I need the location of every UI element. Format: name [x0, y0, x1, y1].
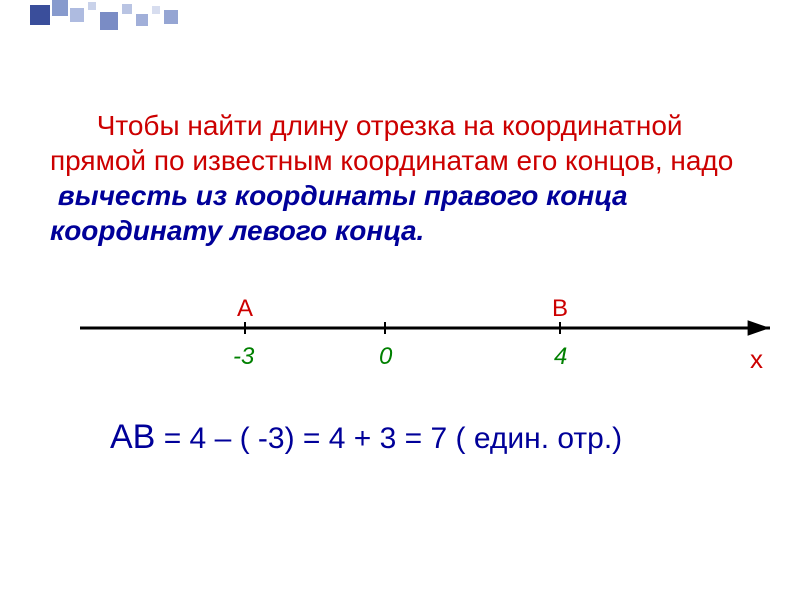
slide-content: Чтобы найти длину отрезка на координатно…: [0, 0, 800, 457]
formula: АВ = 4 – ( -3) = 4 + 3 = 7 ( един. отр.): [50, 418, 750, 457]
number-line-svg: А -3 0 В 4 х: [50, 288, 800, 398]
svg-text:4: 4: [554, 343, 567, 370]
formula-rest: = 4 – ( -3) = 4 + 3 = 7 ( един. отр.): [155, 422, 622, 455]
rule-blue-text: вычесть из координаты правого конца коор…: [50, 180, 628, 246]
formula-ab: АВ: [110, 418, 155, 456]
svg-text:В: В: [552, 295, 568, 322]
rule-paragraph: Чтобы найти длину отрезка на координатно…: [50, 108, 750, 248]
svg-text:А: А: [237, 295, 253, 322]
svg-text:0: 0: [379, 343, 393, 370]
number-line: А-30В4х: [50, 288, 750, 398]
svg-text:-3: -3: [233, 343, 255, 370]
svg-text:х: х: [750, 344, 763, 374]
corner-decoration: [30, 0, 210, 30]
rule-red-text: Чтобы найти длину отрезка на координатно…: [50, 110, 733, 176]
